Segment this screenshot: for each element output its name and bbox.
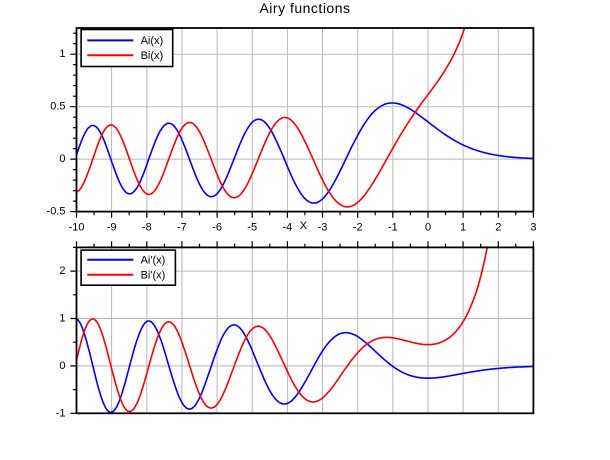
svg-text:-8: -8: [142, 222, 152, 234]
svg-text:-5: -5: [247, 222, 257, 234]
svg-text:2: 2: [495, 222, 501, 234]
svg-text:Ai'(x): Ai'(x): [141, 254, 166, 266]
svg-text:2: 2: [59, 265, 65, 277]
svg-text:-10: -10: [69, 222, 85, 234]
svg-text:3: 3: [530, 222, 536, 234]
svg-text:Airy functions: Airy functions: [259, 0, 350, 16]
svg-text:-3: -3: [318, 222, 328, 234]
svg-text:-2: -2: [353, 222, 363, 234]
svg-text:1: 1: [59, 48, 65, 60]
svg-text:Bi(x): Bi(x): [141, 50, 164, 62]
svg-text:0: 0: [59, 360, 65, 372]
svg-text:1: 1: [59, 313, 65, 325]
svg-text:-7: -7: [177, 222, 187, 234]
svg-text:0: 0: [425, 222, 431, 234]
svg-text:-6: -6: [212, 222, 222, 234]
svg-text:-0.5: -0.5: [47, 206, 66, 218]
svg-text:-9: -9: [107, 222, 117, 234]
svg-text:Bi'(x): Bi'(x): [141, 269, 166, 281]
svg-text:0.5: 0.5: [50, 101, 65, 113]
svg-text:X: X: [300, 220, 308, 232]
svg-text:0: 0: [59, 153, 65, 165]
svg-text:Ai(x): Ai(x): [141, 35, 164, 47]
svg-text:-1: -1: [388, 222, 398, 234]
svg-text:1: 1: [460, 222, 466, 234]
svg-text:-4: -4: [283, 222, 293, 234]
svg-text:-1: -1: [56, 407, 66, 419]
